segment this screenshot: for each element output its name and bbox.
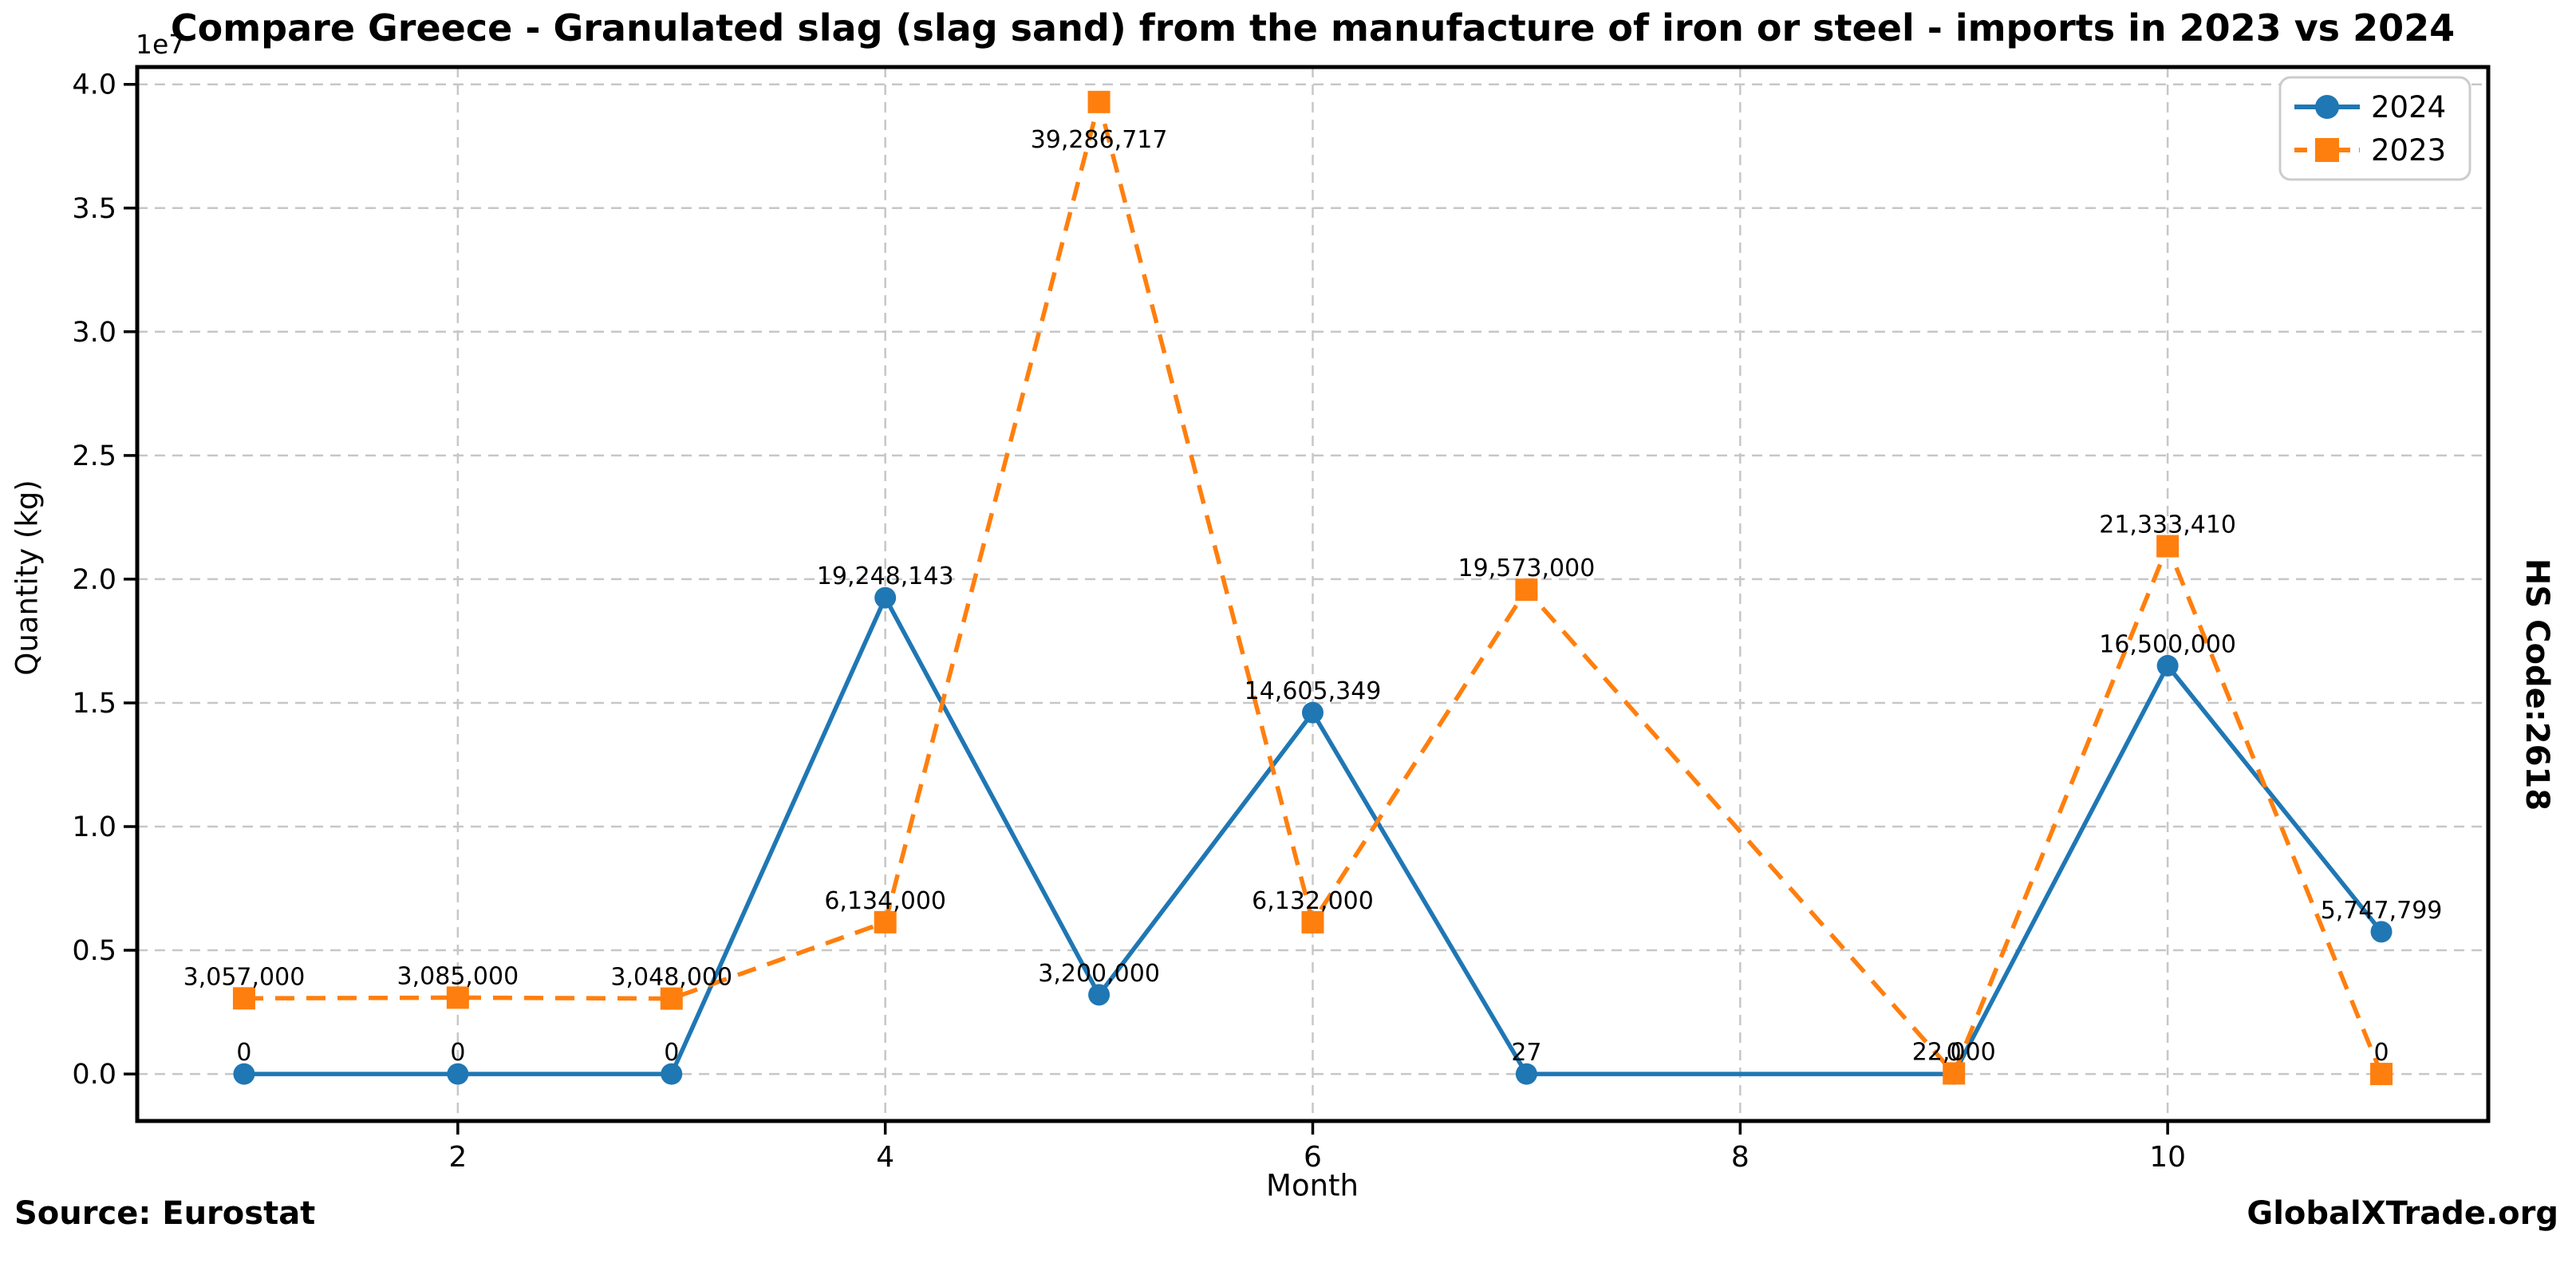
data-point-2024 [447, 1063, 469, 1085]
data-point-2024 [1088, 984, 1110, 1006]
y-tick-label: 0.0 [72, 1059, 116, 1091]
y-tick-label: 4.0 [72, 69, 116, 101]
x-axis-label: Month [1266, 1168, 1359, 1203]
x-tick-label: 4 [876, 1141, 894, 1174]
data-point-2023 [1515, 578, 1538, 602]
data-point-2023 [2370, 1063, 2393, 1086]
x-axis: 2 4 6 8 10 [448, 1121, 2186, 1174]
point-label: 27 [1511, 1039, 1541, 1067]
data-point-2023 [1943, 1062, 1966, 1085]
data-point-2023 [1301, 910, 1324, 933]
data-point-2023 [446, 986, 469, 1009]
data-point-2024 [1302, 701, 1324, 724]
data-point-2023 [1087, 90, 1110, 113]
data-point-2023 [2156, 535, 2180, 558]
point-label: 22,000 [1912, 1038, 1996, 1066]
data-point-2024 [233, 1063, 255, 1085]
y-tick-label: 3.5 [72, 193, 116, 225]
legend-marker-2023 [2315, 138, 2339, 162]
y-axis: 0.0 0.5 1.0 1.5 2.0 2.5 3.0 3.5 4.0 [72, 69, 137, 1091]
point-labels: 0 0 0 19,248,143 3,200,000 14,605,349 27 0 16,50… [183, 126, 2443, 1067]
point-label: 19,573,000 [1458, 555, 1596, 582]
point-label: 0 [450, 1039, 465, 1067]
y-tick-label: 3.0 [72, 317, 116, 349]
point-label: 3,057,000 [183, 963, 306, 991]
source-label: Source: Eurostat [14, 1195, 316, 1232]
point-label: 3,085,000 [397, 962, 519, 990]
legend-marker-2024 [2315, 95, 2339, 119]
chart-title: Compare Greece - Granulated slag (slag s… [170, 6, 2456, 49]
point-label: 0 [664, 1039, 679, 1067]
series-line-2023 [243, 93, 2384, 1078]
brand-label: GlobalXTrade.org [2247, 1195, 2558, 1232]
hs-code-label: HS Code:2618 [2519, 558, 2555, 811]
point-label: 6,132,000 [1252, 887, 1374, 915]
data-point-2023 [660, 987, 683, 1010]
data-point-2024 [2156, 654, 2179, 677]
data-point-2024 [661, 1063, 683, 1085]
point-label: 21,333,410 [2099, 511, 2236, 539]
data-point-2023 [232, 987, 255, 1010]
legend: 2024 2023 [2278, 76, 2471, 181]
series-2024 [233, 586, 2393, 1085]
y-axis-label: Quantity (kg) [10, 480, 45, 676]
point-label: 0 [236, 1039, 251, 1067]
x-tick-label: 8 [1731, 1141, 1750, 1174]
x-tick-label: 6 [1304, 1141, 1322, 1174]
x-tick-label: 2 [448, 1141, 467, 1174]
data-point-2023 [874, 910, 897, 933]
legend-label-2023: 2023 [2371, 133, 2446, 168]
point-label: 3,048,000 [610, 964, 732, 992]
y-tick-label: 2.5 [72, 440, 116, 472]
point-label: 0 [1947, 1039, 1962, 1067]
y-tick-label: 1.5 [72, 688, 116, 720]
point-label: 39,286,717 [1031, 126, 1168, 154]
point-label: 5,747,799 [2321, 897, 2443, 925]
y-axis-offset-text: 1e7 [136, 29, 186, 60]
data-point-2024 [1515, 1063, 1537, 1085]
y-tick-label: 2.0 [72, 564, 116, 596]
series-2023 [232, 90, 2393, 1086]
point-label: 3,200,000 [1038, 960, 1160, 988]
data-point-2024 [874, 586, 897, 609]
x-tick-label: 10 [2149, 1141, 2186, 1174]
y-tick-label: 1.0 [72, 811, 116, 843]
point-label: 0 [2373, 1039, 2389, 1067]
data-point-2024 [2370, 921, 2393, 943]
series-line-2024 [244, 592, 2384, 1076]
legend-label-2024: 2024 [2371, 90, 2446, 124]
point-label: 16,500,000 [2099, 630, 2236, 658]
point-label: 14,605,349 [1245, 677, 1382, 705]
y-tick-label: 0.5 [72, 935, 116, 967]
point-label: 6,134,000 [824, 887, 946, 915]
point-label: 19,248,143 [817, 562, 954, 590]
